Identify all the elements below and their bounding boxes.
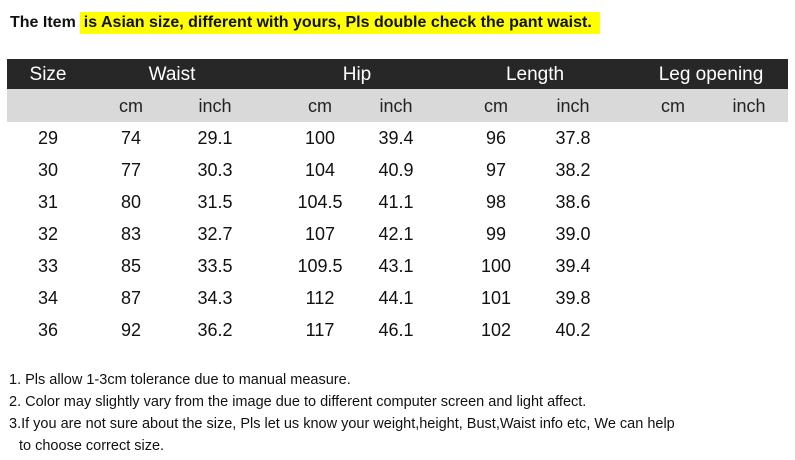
measurement-cell: 29.1 <box>197 128 233 148</box>
notes: 1. Pls allow 1-3cm tolerance due to manu… <box>9 369 675 457</box>
measurement-cell: 107 <box>304 224 336 244</box>
size-cell: 29 <box>37 128 59 148</box>
size-cell: 32 <box>37 224 59 244</box>
measurement-cell: 109.5 <box>297 256 343 276</box>
measurement-cell: 100 <box>304 128 336 148</box>
measurement-cell: 38.6 <box>555 192 591 212</box>
measurement-cell: 104 <box>304 160 336 180</box>
measurement-cell: 117 <box>305 320 335 340</box>
measurement-cell: 112 <box>305 288 335 308</box>
note-1: 1. Pls allow 1-3cm tolerance due to manu… <box>9 372 351 388</box>
measurement-cell: 36.2 <box>197 320 233 340</box>
measurement-cell: 96 <box>485 128 507 148</box>
unit-header: inch <box>556 96 590 116</box>
size-cell: 33 <box>37 256 59 276</box>
unit-header: cm <box>484 96 508 116</box>
size-cell: 30 <box>37 160 59 180</box>
column-header: Hip <box>342 64 372 85</box>
title-highlight: is Asian size, different with yours, Pls… <box>79 12 600 34</box>
size-cell: 31 <box>37 192 59 212</box>
measurement-cell: 38.2 <box>555 160 591 180</box>
measurement-cell: 97 <box>485 160 507 180</box>
unit-header: cm <box>119 96 143 116</box>
note-2: 2. Color may slightly vary from the imag… <box>9 394 587 410</box>
table-header-bar <box>7 59 788 89</box>
measurement-cell: 39.8 <box>555 288 591 308</box>
measurement-cell: 74 <box>120 128 142 148</box>
measurement-cell: 41.1 <box>378 192 414 212</box>
measurement-cell: 37.8 <box>555 128 591 148</box>
measurement-cell: 39.0 <box>555 224 591 244</box>
measurement-cell: 39.4 <box>378 128 414 148</box>
measurement-cell: 46.1 <box>378 320 414 340</box>
title-prefix: The Item <box>10 14 76 31</box>
measurement-cell: 32.7 <box>197 224 233 244</box>
unit-header: cm <box>308 96 332 116</box>
measurement-cell: 102 <box>480 320 512 340</box>
measurement-cell: 98 <box>485 192 507 212</box>
unit-header: cm <box>661 96 685 116</box>
measurement-cell: 104.5 <box>297 192 343 212</box>
measurement-cell: 30.3 <box>197 160 233 180</box>
measurement-cell: 101 <box>480 288 512 308</box>
unit-header: inch <box>732 96 766 116</box>
measurement-cell: 33.5 <box>197 256 233 276</box>
unit-header: inch <box>198 96 232 116</box>
measurement-cell: 43.1 <box>378 256 414 276</box>
column-header: Length <box>505 64 565 85</box>
measurement-cell: 39.4 <box>555 256 591 276</box>
measurement-cell: 40.9 <box>378 160 414 180</box>
unit-header: inch <box>379 96 413 116</box>
measurement-cell: 85 <box>120 256 142 276</box>
column-header: Leg opening <box>658 64 764 85</box>
measurement-cell: 34.3 <box>197 288 233 308</box>
measurement-cell: 92 <box>120 320 142 340</box>
table-unit-bar <box>7 89 788 122</box>
column-header: Size <box>29 64 67 85</box>
measurement-cell: 100 <box>480 256 512 276</box>
measurement-cell: 80 <box>120 192 142 212</box>
size-cell: 34 <box>37 288 59 308</box>
measurement-cell: 40.2 <box>555 320 591 340</box>
measurement-cell: 42.1 <box>378 224 414 244</box>
measurement-cell: 44.1 <box>378 288 414 308</box>
size-notice-title: The Item is Asian size, different with yo… <box>10 12 600 34</box>
measurement-cell: 31.5 <box>197 192 233 212</box>
note-3-continued: to choose correct size. <box>19 438 165 454</box>
measurement-cell: 99 <box>485 224 507 244</box>
column-header: Waist <box>148 64 196 85</box>
measurement-cell: 87 <box>120 288 142 308</box>
size-cell: 36 <box>37 320 59 340</box>
measurement-cell: 83 <box>120 224 142 244</box>
note-3: 3.If you are not sure about the size, Pl… <box>9 416 675 432</box>
measurement-cell: 77 <box>120 160 142 180</box>
